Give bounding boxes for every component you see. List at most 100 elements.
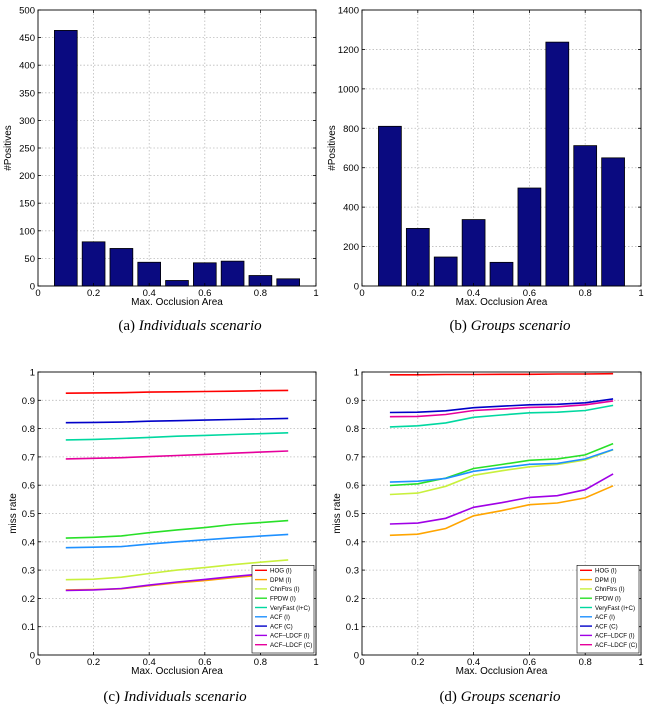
chart-2: 0 0.2 0.4 0.6 0.8 1 0 200 400 600 800 1000 1200 1400 M… [327,6,644,309]
x-tick-label: 0.4 [467,288,480,299]
series-line [389,398,614,414]
bar [573,145,598,287]
legend-label: ACF (I) [270,614,290,621]
bar [517,187,542,287]
bar [81,241,106,287]
plot-area [362,10,641,286]
y-tick-label: 0.6 [22,481,35,492]
x-tick-label: 0.6 [198,288,211,299]
bar [433,256,458,287]
grid [38,10,316,286]
series-line [65,450,289,460]
x-tick-label: 0.8 [579,657,592,668]
x-tick-label: 0 [359,288,364,299]
y-tick-label: 450 [19,33,35,44]
x-tick-label: 0.8 [579,288,592,299]
x-axis-label: Max. Occlusion Area [131,666,223,677]
x-axis-label: Max. Occlusion Area [456,666,548,677]
y-tick-label: 800 [343,124,359,135]
legend-label: HOG (I) [595,568,617,575]
x-tick-label: 1 [313,657,318,668]
bar [165,280,189,287]
y-tick-label: 0.8 [346,424,359,435]
x-tick-label: 0.8 [254,657,267,668]
legend-label: ACF (C) [270,623,293,630]
y-tick-label: 600 [343,163,359,174]
x-tick-label: 0.2 [87,657,100,668]
y-axis-label: miss rate [332,493,343,534]
legend-label: ACF (I) [595,614,615,621]
chart-4: 0 0.2 0.4 0.6 0.8 1 0 0.1 0.2 0.3 0.4 0.5 0.6 0.7 0.8 0… [332,368,644,678]
y-tick-label: 400 [19,61,35,72]
bar [54,30,78,287]
legend-label: DPM (I) [595,577,616,584]
legend-label: ChnFtrs (I) [270,586,300,593]
legend-label: HOG (I) [270,568,292,575]
x-tick-label: 0.6 [523,288,536,299]
y-tick-label: 400 [343,203,359,214]
x-tick-label: 0.8 [254,288,267,299]
x-tick-label: 0.4 [467,657,480,668]
legend-label: ACF–LDCF (I) [270,633,310,640]
y-tick-label: 300 [19,116,35,127]
caption-c: (c) Individuals scenario [103,689,247,705]
y-tick-label: 1 [30,368,35,379]
x-tick-label: 1 [638,288,643,299]
series-line [65,417,289,424]
y-tick-label: 0 [30,282,35,293]
y-tick-label: 1200 [338,45,359,56]
legend-label: ACF–LDCF (C) [595,642,637,649]
bar [193,262,217,287]
series-line [389,404,614,428]
series-line [389,372,614,376]
series-line [65,533,289,549]
bar [489,261,514,287]
series-line [65,432,289,441]
bar [109,248,134,287]
bar [220,260,245,287]
x-tick-label: 0.2 [411,288,424,299]
series-line [389,442,614,487]
y-tick-label: 0.4 [22,537,35,548]
y-tick-label: 0.2 [346,594,359,605]
y-tick-label: 0.3 [346,566,359,577]
legend-label: FPDW (I) [595,596,621,603]
y-axis-label: #Positives [327,125,338,171]
x-axis-label: Max. Occlusion Area [131,297,223,308]
series-line [389,400,614,418]
bar [545,41,570,287]
x-tick-label: 0.6 [523,657,536,668]
y-tick-label: 1000 [338,84,359,95]
chart-1: 0 0.2 0.4 0.6 0.8 1 0 50 100 150 200 250 300 350 400 45… [3,6,319,309]
series-line [389,449,614,496]
y-tick-label: 250 [19,144,35,155]
y-tick-label: 0.3 [22,566,35,577]
chart-3: 0 0.2 0.4 0.6 0.8 1 0 0.1 0.2 0.3 0.4 0.5 0.6 0.7 0.8 0… [8,368,319,678]
series-line [65,570,289,592]
y-tick-label: 0.8 [22,424,35,435]
bar [276,278,300,287]
legend-label: ChnFtrs (I) [595,586,625,593]
bar [137,261,161,287]
x-tick-label: 1 [638,657,643,668]
bar [461,219,486,287]
y-tick-label: 0 [354,651,359,662]
x-tick-label: 0 [35,657,40,668]
x-tick-label: 0.4 [143,657,156,668]
bar [601,157,625,287]
y-tick-label: 0.5 [346,509,359,520]
plot-area [38,10,316,286]
y-tick-label: 1 [354,368,359,379]
x-tick-label: 0.4 [143,288,156,299]
legend-label: DPM (I) [270,577,291,584]
x-tick-label: 0 [359,657,364,668]
caption-d: (d) Groups scenario [439,689,561,705]
y-axis-label: miss rate [8,493,19,534]
y-tick-label: 0.6 [346,481,359,492]
series-line [65,519,289,539]
y-tick-label: 0.4 [346,537,359,548]
y-tick-label: 50 [24,254,35,265]
axes-frame [361,9,642,287]
legend-label: FPDW (I) [270,596,296,603]
x-tick-label: 0 [35,288,40,299]
